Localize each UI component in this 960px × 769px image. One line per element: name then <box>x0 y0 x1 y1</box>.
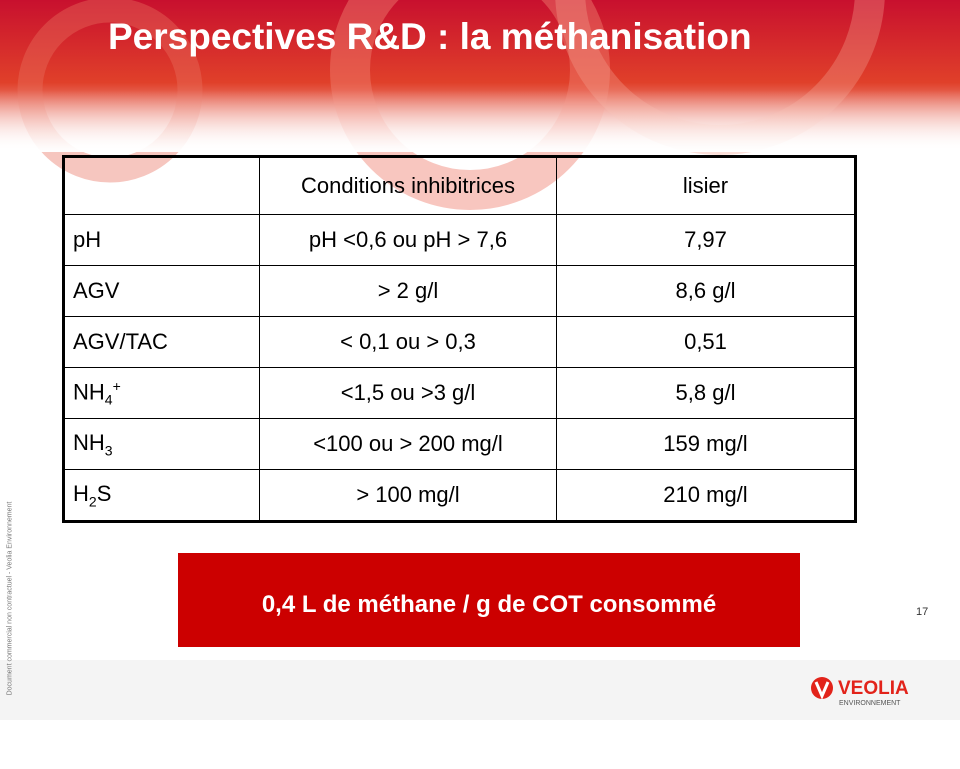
table-row: AGV > 2 g/l 8,6 g/l <box>63 265 856 317</box>
table-cell: <1,5 ou >3 g/l <box>259 367 557 419</box>
table-row: NH4+ <1,5 ou >3 g/l 5,8 g/l <box>63 367 856 419</box>
row-label: AGV <box>63 265 260 317</box>
slide-title: Perspectives R&D : la méthanisation <box>108 16 752 57</box>
table-cell: <100 ou > 200 mg/l <box>259 418 557 470</box>
table-cell: 210 mg/l <box>556 469 856 522</box>
logo: VEOLIA ENVIRONNEMENT <box>811 677 909 707</box>
row-label: pH <box>63 214 260 266</box>
table-cell: < 0,1 ou > 0,3 <box>259 316 557 368</box>
logo-tagline: ENVIRONNEMENT <box>839 700 901 707</box>
label-text: NH <box>73 379 105 405</box>
row-label: AGV/TAC <box>63 316 260 368</box>
side-note: Document commercial non contractuel - Ve… <box>6 501 14 696</box>
label-text: S <box>96 480 112 506</box>
table-cell: 5,8 g/l <box>556 367 856 419</box>
row-label: H2S <box>63 469 260 522</box>
table-cell: 7,97 <box>556 214 856 266</box>
header-cell: lisier <box>556 156 856 215</box>
table-row: AGV/TAC < 0,1 ou > 0,3 0,51 <box>63 316 856 368</box>
label-text: pH <box>73 227 102 252</box>
label-text: AGV <box>73 278 120 303</box>
table-cell: 159 mg/l <box>556 418 856 470</box>
data-table: Conditions inhibitrices lisier pH pH <0,6… <box>62 155 857 523</box>
subscript: 3 <box>104 442 113 459</box>
row-label: NH4+ <box>63 367 260 419</box>
subscript: 2 <box>88 493 97 510</box>
table-row: H2S > 100 mg/l 210 mg/l <box>63 469 856 522</box>
header-cell: Conditions inhibitrices <box>259 156 557 215</box>
superscript: + <box>112 378 121 395</box>
label-text: H <box>73 480 89 506</box>
corner-cell <box>63 156 260 215</box>
label-text: NH <box>73 429 105 455</box>
subscript: 4 <box>104 391 113 408</box>
row-label: NH3 <box>63 418 260 470</box>
table-cell: > 100 mg/l <box>259 469 557 522</box>
slide: Perspectives R&D : la méthanisation Cond… <box>0 0 960 720</box>
highlight-box: 0,4 L de méthane / g de COT consommé <box>178 553 800 647</box>
slide-background <box>0 0 960 720</box>
table-row: NH3 <100 ou > 200 mg/l 159 mg/l <box>63 418 856 470</box>
label-text: AGV/TAC <box>73 329 168 354</box>
table-cell: > 2 g/l <box>259 265 557 317</box>
table-row: pH pH <0,6 ou pH > 7,6 7,97 <box>63 214 856 266</box>
table-cell: 8,6 g/l <box>556 265 856 317</box>
logo-name: VEOLIA <box>838 678 909 699</box>
table-cell: pH <0,6 ou pH > 7,6 <box>259 214 557 266</box>
highlight-text: 0,4 L de méthane / g de COT consommé <box>261 591 717 618</box>
header-row: Conditions inhibitrices lisier <box>63 156 856 215</box>
table-cell: 0,51 <box>556 316 856 368</box>
page-number: 17 <box>916 606 929 618</box>
